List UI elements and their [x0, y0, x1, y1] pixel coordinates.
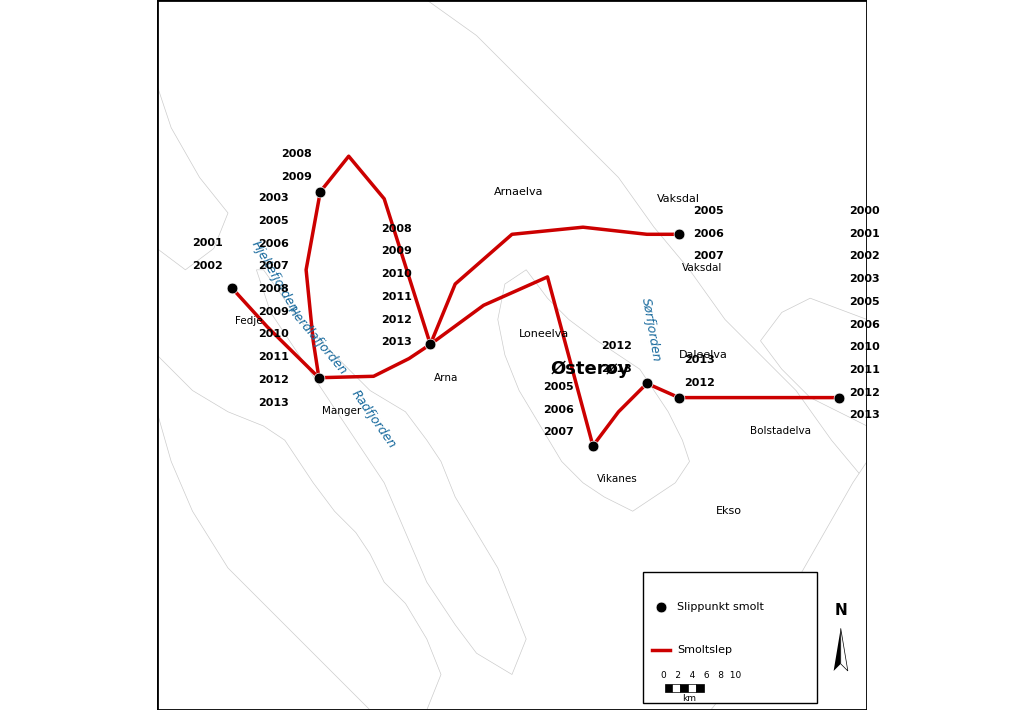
Polygon shape: [157, 355, 441, 710]
Text: 2006: 2006: [849, 320, 880, 329]
Text: 0   2   4   6   8  10: 0 2 4 6 8 10: [662, 671, 741, 680]
Text: 2012: 2012: [601, 341, 632, 351]
Bar: [696, 684, 703, 692]
Text: 2013: 2013: [684, 355, 716, 365]
Text: 2001: 2001: [849, 229, 880, 239]
Text: 2005: 2005: [544, 382, 573, 392]
Polygon shape: [711, 462, 867, 710]
Text: 2008: 2008: [381, 224, 412, 234]
Text: Vaksdal: Vaksdal: [682, 263, 723, 273]
Text: 2005: 2005: [849, 297, 880, 307]
Bar: [665, 684, 673, 692]
Text: 2002: 2002: [849, 251, 880, 261]
Point: [671, 229, 687, 240]
Polygon shape: [761, 298, 867, 426]
Text: 2001: 2001: [193, 238, 223, 248]
Point: [671, 392, 687, 403]
Text: Arnaelva: Arnaelva: [495, 187, 544, 197]
Polygon shape: [256, 270, 526, 674]
Text: Arna: Arna: [434, 373, 459, 383]
Text: 2012: 2012: [258, 375, 290, 385]
Point: [830, 392, 847, 403]
Text: 2013: 2013: [381, 337, 412, 347]
Text: Hjeltefjorden: Hjeltefjorden: [248, 239, 300, 315]
Text: 2013: 2013: [601, 364, 632, 373]
Text: Ekso: Ekso: [716, 506, 741, 516]
Text: 2011: 2011: [849, 365, 880, 375]
Text: Slippunkt smolt: Slippunkt smolt: [678, 602, 764, 612]
Text: 2011: 2011: [381, 292, 412, 302]
Text: Daleelva: Daleelva: [679, 350, 728, 360]
Text: 2006: 2006: [258, 239, 290, 248]
Text: 2008: 2008: [258, 284, 290, 294]
Text: 2010: 2010: [849, 342, 880, 352]
Point: [653, 601, 670, 613]
Text: 2009: 2009: [258, 307, 290, 317]
Text: 2002: 2002: [193, 261, 223, 271]
Point: [223, 282, 240, 293]
Text: 2012: 2012: [684, 378, 716, 388]
Point: [585, 440, 601, 452]
Text: 2005: 2005: [693, 206, 724, 216]
Text: Modalselva: Modalselva: [686, 641, 750, 651]
Text: Vaksdal: Vaksdal: [657, 194, 700, 204]
Text: 2009: 2009: [282, 172, 312, 182]
Bar: [643, 572, 817, 703]
Text: 2003: 2003: [849, 274, 880, 284]
Text: 2000: 2000: [849, 206, 880, 216]
Text: 2013: 2013: [849, 410, 880, 420]
Text: N: N: [835, 603, 847, 618]
Text: 2012: 2012: [849, 388, 880, 398]
Point: [639, 378, 655, 389]
Text: 2006: 2006: [544, 405, 574, 415]
Text: km: km: [682, 694, 696, 703]
Text: 2003: 2003: [258, 193, 289, 203]
Bar: [673, 684, 680, 692]
Polygon shape: [841, 628, 848, 671]
Polygon shape: [157, 85, 228, 270]
Text: Loneelva: Loneelva: [519, 329, 569, 339]
Text: Bolstadelva: Bolstadelva: [750, 426, 811, 436]
Point: [310, 372, 327, 383]
Text: 2006: 2006: [693, 229, 724, 239]
Text: Vikanes: Vikanes: [597, 474, 637, 484]
Text: Smoltslep: Smoltslep: [678, 645, 732, 655]
Polygon shape: [834, 628, 841, 671]
Text: Radfjorden: Radfjorden: [348, 387, 398, 451]
Text: Østerøy: Østerøy: [550, 360, 630, 378]
Text: 2013: 2013: [258, 398, 290, 408]
Text: Manger: Manger: [323, 406, 361, 416]
Polygon shape: [498, 270, 689, 511]
Text: 2007: 2007: [693, 251, 724, 261]
Text: Fedje: Fedje: [236, 316, 263, 326]
Bar: [688, 684, 696, 692]
Text: Sørfjorden: Sørfjorden: [638, 297, 663, 363]
Text: Herdlafjorden: Herdlafjorden: [285, 304, 349, 378]
Polygon shape: [427, 0, 867, 483]
Text: 2005: 2005: [258, 216, 289, 226]
Text: 2007: 2007: [258, 261, 290, 271]
Text: 2008: 2008: [282, 149, 312, 159]
Text: 2007: 2007: [544, 427, 574, 437]
Bar: [680, 684, 688, 692]
Point: [422, 339, 438, 350]
Text: 2009: 2009: [381, 246, 412, 256]
Text: 2012: 2012: [381, 315, 412, 324]
Text: 2010: 2010: [258, 329, 290, 339]
Text: 2010: 2010: [381, 269, 412, 279]
Text: 2011: 2011: [258, 352, 290, 362]
Point: [312, 186, 329, 197]
